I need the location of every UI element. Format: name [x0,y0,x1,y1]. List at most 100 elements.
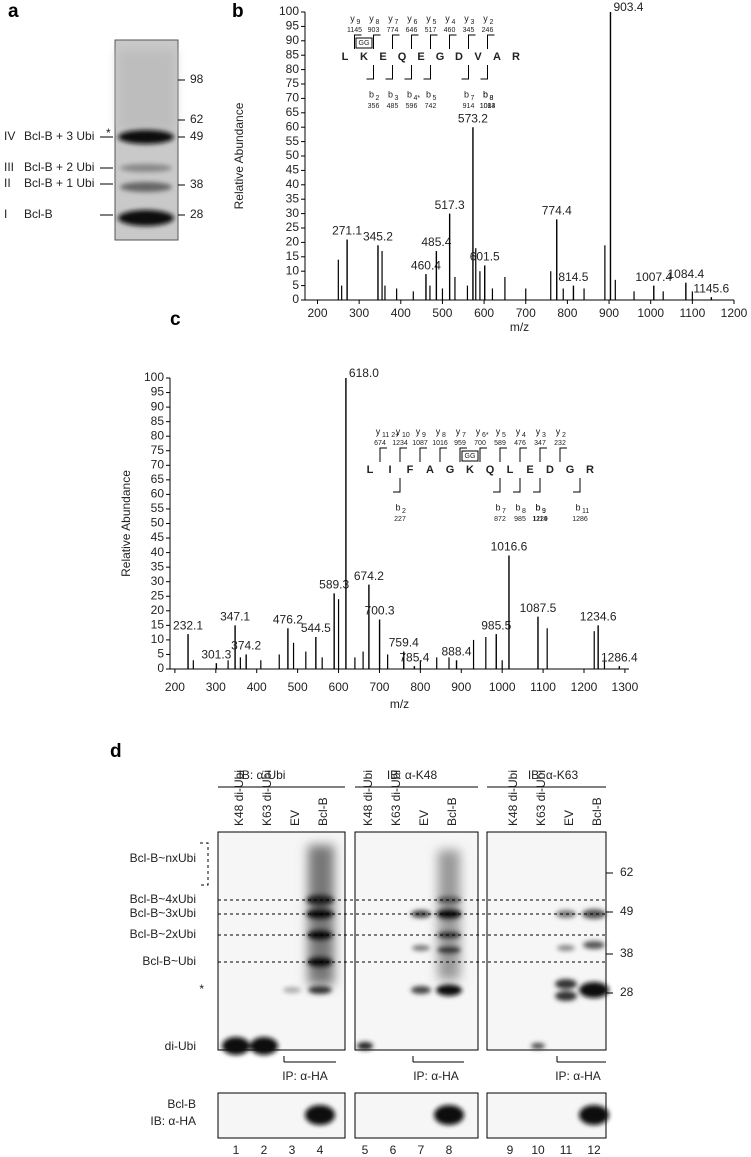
ion-mz: 232 [554,440,566,447]
star: * [199,982,204,996]
modification: GG [359,40,370,47]
residue: E [379,51,386,63]
ion-bracket [519,447,527,462]
ion-mz: 742 [425,103,437,110]
peak-label: 759.4 [389,636,419,650]
ion-index: 8 [442,432,446,439]
ion-name: b [515,502,520,512]
ion-mz: 345 [463,27,475,34]
lane-number: 5 [362,1143,369,1157]
ion-mz: 1114 [533,516,548,523]
y-tick-label: 10 [151,632,165,646]
lane-label: K48 di-Ubi [361,770,375,826]
lane-number: 12 [587,1143,601,1157]
y-tick-label: 70 [286,91,300,105]
ip-label: IP: α-HA [555,1069,601,1083]
y-tick-label: 75 [151,443,165,457]
x-tick-label: 1200 [571,680,598,694]
ion-name: y [456,426,461,436]
x-tick-label: 200 [165,680,185,694]
ion-name: b [407,89,412,99]
peak-label: 985.5 [481,618,511,632]
y-tick-label: 0 [292,292,299,306]
blots-d [200,786,613,1139]
ion-mz: 460 [444,27,456,34]
y-tick-label: 15 [151,618,165,632]
x-tick-label: 400 [247,680,267,694]
ion-bracket [487,34,495,49]
band-name: Bcl-B + 2 Ubi [24,160,94,174]
ion-index: 5 [433,95,437,102]
ion-name: b [388,89,393,99]
residue: I [388,464,391,476]
peak-label: 517.3 [435,198,465,212]
residue: E [417,51,424,63]
lane-label: K63 di-Ubi [534,770,548,826]
ion-bracket [513,478,521,493]
ion-name: b [535,502,540,512]
x-tick-label: 600 [329,680,349,694]
ion-bracket [423,65,431,80]
ion-index: 7 [395,19,399,26]
panel-label: d [110,741,122,762]
ion-name: y [445,13,450,23]
ion-mz: 1229 [532,516,548,523]
star: * [106,126,111,140]
x-tick-label: 800 [410,680,430,694]
ion-bracket [493,478,501,493]
peak-label: 271.1 [332,224,362,238]
modification: GG [465,453,476,460]
ion-index: 2 [376,95,380,102]
y-tick-label: 30 [151,574,165,588]
ion-mz: 596 [406,103,418,110]
x-tick-label: 200 [307,306,327,320]
x-tick-label: 1300 [612,680,639,694]
ion-index: 7 [471,95,475,102]
ion-name: y [496,426,501,436]
y-tick-label: 5 [157,647,164,661]
band-label: Bcl-B~2xUbi [130,927,196,941]
y-tick-label: 45 [151,530,165,544]
lane-label: K63 di-Ubi [389,770,403,826]
x-tick-label: 1000 [489,680,516,694]
peak-label: 1016.6 [491,540,528,554]
marker-label: 49 [620,904,634,918]
ip-label: IP: α-HA [413,1069,459,1083]
peak-label: 589.3 [319,578,349,592]
x-tick-label: 500 [288,680,308,694]
ion-index: 8 [490,95,494,102]
ion-mz: 347 [534,440,546,447]
ion-mz: 774 [387,27,399,34]
lane-number: 2 [261,1143,268,1157]
ion-bracket [385,65,393,80]
residue: Q [486,464,495,476]
ion-bracket [354,34,362,49]
ion-bracket [399,447,407,462]
ion-mz: 1084 [480,103,496,110]
y-tick-label: 5 [292,278,299,292]
ion-name: y [556,426,561,436]
ion-index: 3 [542,432,546,439]
marker-label: 62 [620,865,634,879]
ion-name: y [516,426,521,436]
y-tick-label: 50 [151,516,165,530]
y-axis-label: Relative Abundance [232,102,246,209]
y-tick-label: 90 [151,399,165,413]
y-tick-label: 55 [151,501,165,515]
lane-label: EV [288,810,302,826]
lane-label: Bcl-B [445,797,459,826]
residue: D [546,464,554,476]
ion-bracket [373,34,381,49]
y-tick-label: 15 [286,249,300,263]
mod-box [461,450,479,462]
ion-index: 9 [422,432,426,439]
ion-mz: 1016 [432,440,448,447]
ion-name: y [416,426,421,436]
x-tick-label: 1000 [637,306,664,320]
peak-label: 460.4 [411,258,441,272]
y-tick-label: 80 [286,62,300,76]
ion-name: y [476,426,481,436]
y-tick-label: 40 [286,177,300,191]
ion-mz: 872 [494,516,506,523]
